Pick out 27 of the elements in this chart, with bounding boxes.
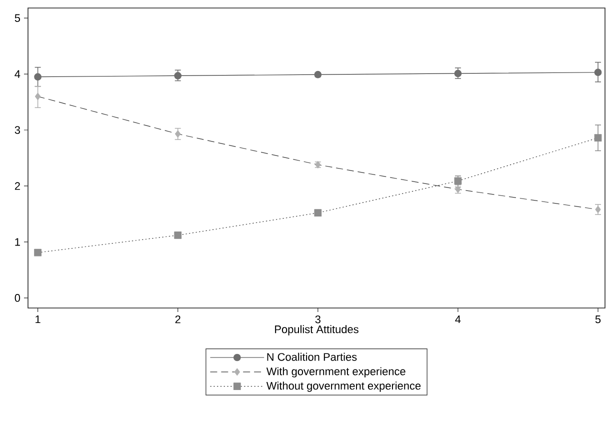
y-tick-label: 4 <box>14 70 20 78</box>
x-tick-label: 1 <box>36 316 40 324</box>
point <box>174 232 182 239</box>
legend-label: N Coalition Parties <box>267 352 357 361</box>
point <box>34 248 42 256</box>
x-axis-title: Populist Attitudes <box>275 325 358 336</box>
y-tick-label: 5 <box>14 14 20 22</box>
y-tick-label: 1 <box>15 238 20 246</box>
point <box>594 134 602 142</box>
point <box>34 73 42 81</box>
x-tick-label: 2 <box>175 316 180 324</box>
point <box>34 92 41 100</box>
x-tick-label: 4 <box>455 316 461 324</box>
y-tick-label: 2 <box>14 182 20 190</box>
point <box>174 72 182 80</box>
x-tick-label: 5 <box>595 316 601 324</box>
point <box>314 70 322 78</box>
point <box>314 209 322 217</box>
x-tick-label: 3 <box>315 316 320 324</box>
point <box>454 70 462 78</box>
point <box>454 177 462 185</box>
legend-label: With government experience <box>266 367 406 378</box>
point <box>594 68 602 76</box>
y-tick-label: 0 <box>14 294 20 302</box>
point <box>175 130 181 138</box>
legend-label: Without government experience <box>266 382 421 392</box>
y-tick-label: 3 <box>14 126 20 134</box>
